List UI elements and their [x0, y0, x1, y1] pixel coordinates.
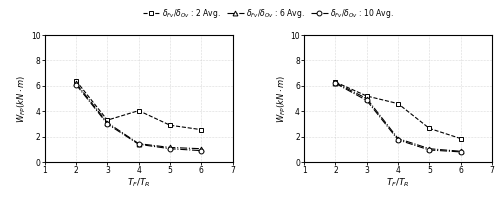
Legend: $\delta_{Fv}/\delta_{Ov}$ : 2 Avg., $\delta_{Fv}/\delta_{Ov}$ : 6 Avg., $\delta_: $\delta_{Fv}/\delta_{Ov}$ : 2 Avg., $\de…: [140, 4, 397, 23]
Y-axis label: $W_{FP}(kN \cdot m)$: $W_{FP}(kN \cdot m)$: [275, 74, 288, 123]
Y-axis label: $W_{FP}(kN \cdot m)$: $W_{FP}(kN \cdot m)$: [16, 74, 28, 123]
X-axis label: $T_F/T_R$: $T_F/T_R$: [386, 177, 410, 189]
X-axis label: $T_F/T_R$: $T_F/T_R$: [127, 177, 151, 189]
